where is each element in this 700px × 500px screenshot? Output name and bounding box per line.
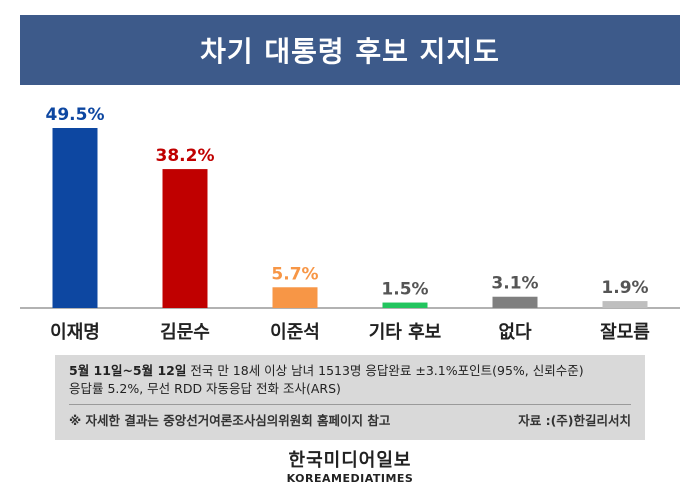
value-label-1: 38.2% [156, 146, 215, 166]
bar-1 [162, 169, 208, 308]
note-line-1: 5월 11일~5월 12일 전국 만 18세 이상 남녀 1513명 응답완료 … [69, 362, 631, 380]
bar-5 [602, 301, 648, 308]
bar-4 [492, 296, 538, 308]
survey-note: 5월 11일~5월 12일 전국 만 18세 이상 남녀 1513명 응답완료 … [55, 355, 645, 440]
bar-chart: 49.5% 이재명 38.2% 김문수 5.7% 이준석 1.5% 기타 후보 3.1% 없다 1.… [20, 105, 680, 343]
bars-group: 49.5% 이재명 38.2% 김문수 5.7% 이준석 1.5% 기타 후보 3.1% 없다 1.… [46, 105, 650, 343]
note-line-2: 응답률 5.2%, 무선 RDD 자동응답 전화 조사(ARS) [69, 381, 341, 396]
bar-3 [382, 302, 428, 308]
chart-title: 차기 대통령 후보 지지도 [20, 15, 680, 85]
logo-korean: 한국미디어일보 [288, 450, 412, 471]
brand-logo: 한국미디어일보 KOREAMEDIATIMES [0, 450, 700, 486]
category-label-4: 없다 [498, 322, 532, 343]
category-label-2: 이준석 [270, 322, 320, 343]
bar-2 [272, 287, 318, 308]
logo-english: KOREAMEDIATIMES [286, 472, 414, 485]
note-date: 5월 11일~5월 12일 [69, 363, 187, 378]
category-label-1: 김문수 [160, 322, 210, 343]
note-line-1-text: 전국 만 18세 이상 남녀 1513명 응답완료 ±3.1%포인트(95%, … [186, 363, 584, 378]
value-label-5: 1.9% [601, 278, 648, 298]
value-label-2: 5.7% [271, 264, 318, 284]
note-divider [69, 404, 631, 405]
value-label-3: 1.5% [381, 280, 428, 300]
category-label-0: 이재명 [50, 322, 100, 343]
category-label-3: 기타 후보 [369, 322, 442, 343]
value-label-0: 49.5% [46, 105, 105, 125]
value-label-4: 3.1% [491, 274, 538, 294]
bar-0 [52, 128, 98, 308]
source-credit: 자료 :(주)한길리서치 [518, 413, 631, 428]
footnote: ※ 자세한 결과는 중앙선거여론조사심의위원회 홈페이지 참고 [69, 413, 391, 428]
category-label-5: 잘모름 [600, 322, 650, 343]
note-footer: ※ 자세한 결과는 중앙선거여론조사심의위원회 홈페이지 참고 자료 :(주)한… [69, 410, 631, 429]
